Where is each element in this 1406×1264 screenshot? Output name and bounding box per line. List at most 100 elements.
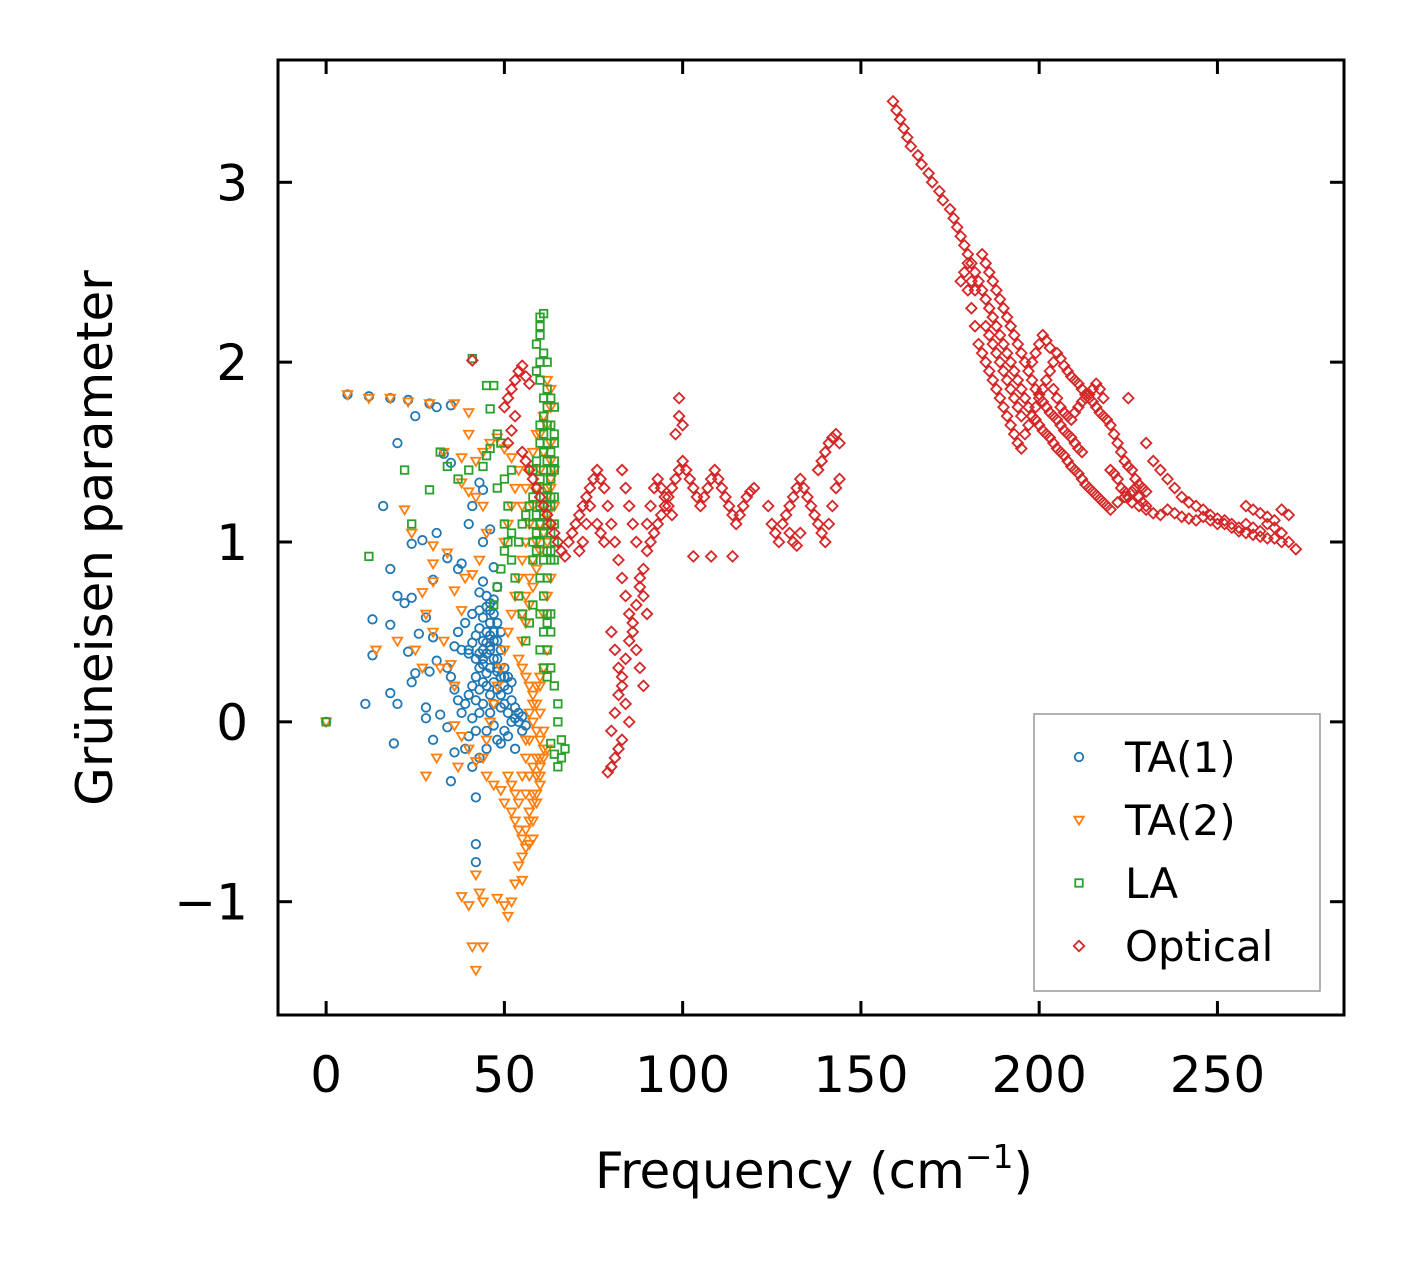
data-point	[503, 501, 513, 511]
data-point	[1260, 517, 1274, 531]
data-point	[661, 499, 675, 513]
data-point	[531, 339, 542, 349]
data-point	[496, 564, 506, 574]
data-point	[469, 492, 483, 504]
data-point	[1046, 436, 1060, 450]
x-tick-label: 100	[635, 1046, 730, 1104]
data-point	[508, 373, 522, 387]
data-point	[452, 626, 464, 638]
data-point	[420, 612, 432, 623]
data-point	[1103, 418, 1118, 432]
data-point	[533, 771, 547, 783]
data-point	[1075, 395, 1089, 409]
data-point	[968, 265, 982, 279]
data-point	[761, 499, 775, 513]
data-point	[1146, 506, 1160, 520]
data-point	[1232, 524, 1246, 538]
data-point	[462, 901, 476, 912]
data-point	[1189, 499, 1203, 513]
data-point	[954, 274, 968, 288]
data-point	[455, 732, 468, 743]
data-point	[811, 463, 825, 477]
data-point	[619, 481, 633, 495]
data-point	[462, 744, 476, 756]
data-point	[996, 337, 1011, 351]
data-point	[693, 499, 708, 513]
data-point	[1061, 364, 1075, 378]
data-point	[1225, 517, 1239, 531]
data-point	[1043, 431, 1057, 445]
data-point	[392, 437, 403, 449]
data-point	[1218, 513, 1232, 527]
data-point	[615, 679, 629, 693]
data-point	[979, 292, 993, 306]
data-point	[464, 465, 474, 475]
data-point	[1139, 485, 1153, 499]
data-point	[1111, 495, 1125, 509]
data-point	[647, 526, 661, 540]
data-point	[495, 738, 506, 749]
data-point	[542, 420, 552, 430]
data-point	[470, 695, 482, 706]
data-point	[1050, 391, 1064, 405]
data-point	[818, 535, 832, 549]
data-point	[456, 558, 467, 569]
data-point	[1014, 382, 1028, 396]
data-point	[579, 517, 593, 531]
data-point	[1025, 355, 1039, 369]
data-point	[526, 699, 540, 711]
data-point	[510, 573, 520, 583]
data-point	[1011, 400, 1025, 414]
data-point	[413, 628, 424, 639]
data-point	[477, 576, 489, 587]
data-point	[521, 510, 531, 520]
data-point	[549, 555, 559, 565]
data-point	[546, 393, 556, 403]
data-point	[1246, 521, 1260, 535]
data-point	[506, 465, 517, 475]
data-point	[1125, 495, 1139, 509]
data-point	[470, 856, 482, 868]
data-point	[549, 492, 559, 502]
data-point	[1071, 467, 1085, 481]
data-point	[474, 707, 485, 719]
data-point	[1093, 382, 1107, 396]
data-point	[385, 619, 396, 630]
data-point	[1096, 409, 1110, 423]
data-point	[362, 393, 376, 405]
data-point	[622, 634, 636, 648]
data-point	[989, 283, 1003, 297]
data-point	[530, 681, 543, 693]
data-point	[515, 359, 529, 373]
data-point	[462, 487, 476, 499]
data-point	[469, 965, 483, 977]
data-point	[537, 753, 550, 765]
data-point	[462, 408, 476, 420]
data-point	[455, 606, 468, 617]
data-point	[378, 500, 389, 512]
data-point	[487, 780, 501, 792]
data-point	[538, 308, 549, 319]
data-point	[672, 409, 686, 423]
data-point	[968, 283, 982, 297]
data-point	[815, 454, 829, 468]
legend-label: TA(2)	[1124, 796, 1236, 845]
data-point	[1014, 441, 1028, 455]
data-point	[383, 393, 397, 405]
data-point	[633, 571, 647, 585]
data-point	[1071, 400, 1085, 414]
data-point	[445, 776, 457, 787]
data-point	[1078, 391, 1093, 405]
data-point	[1107, 467, 1121, 481]
data-point	[521, 636, 531, 646]
data-point	[569, 517, 583, 531]
data-point	[1039, 400, 1053, 414]
legend-marker	[1072, 815, 1086, 827]
data-point	[1160, 472, 1175, 486]
data-point	[711, 472, 725, 486]
data-point	[1275, 526, 1289, 540]
data-point	[480, 771, 493, 783]
data-point	[526, 834, 540, 846]
data-point	[1132, 490, 1146, 504]
data-point	[1139, 503, 1153, 517]
